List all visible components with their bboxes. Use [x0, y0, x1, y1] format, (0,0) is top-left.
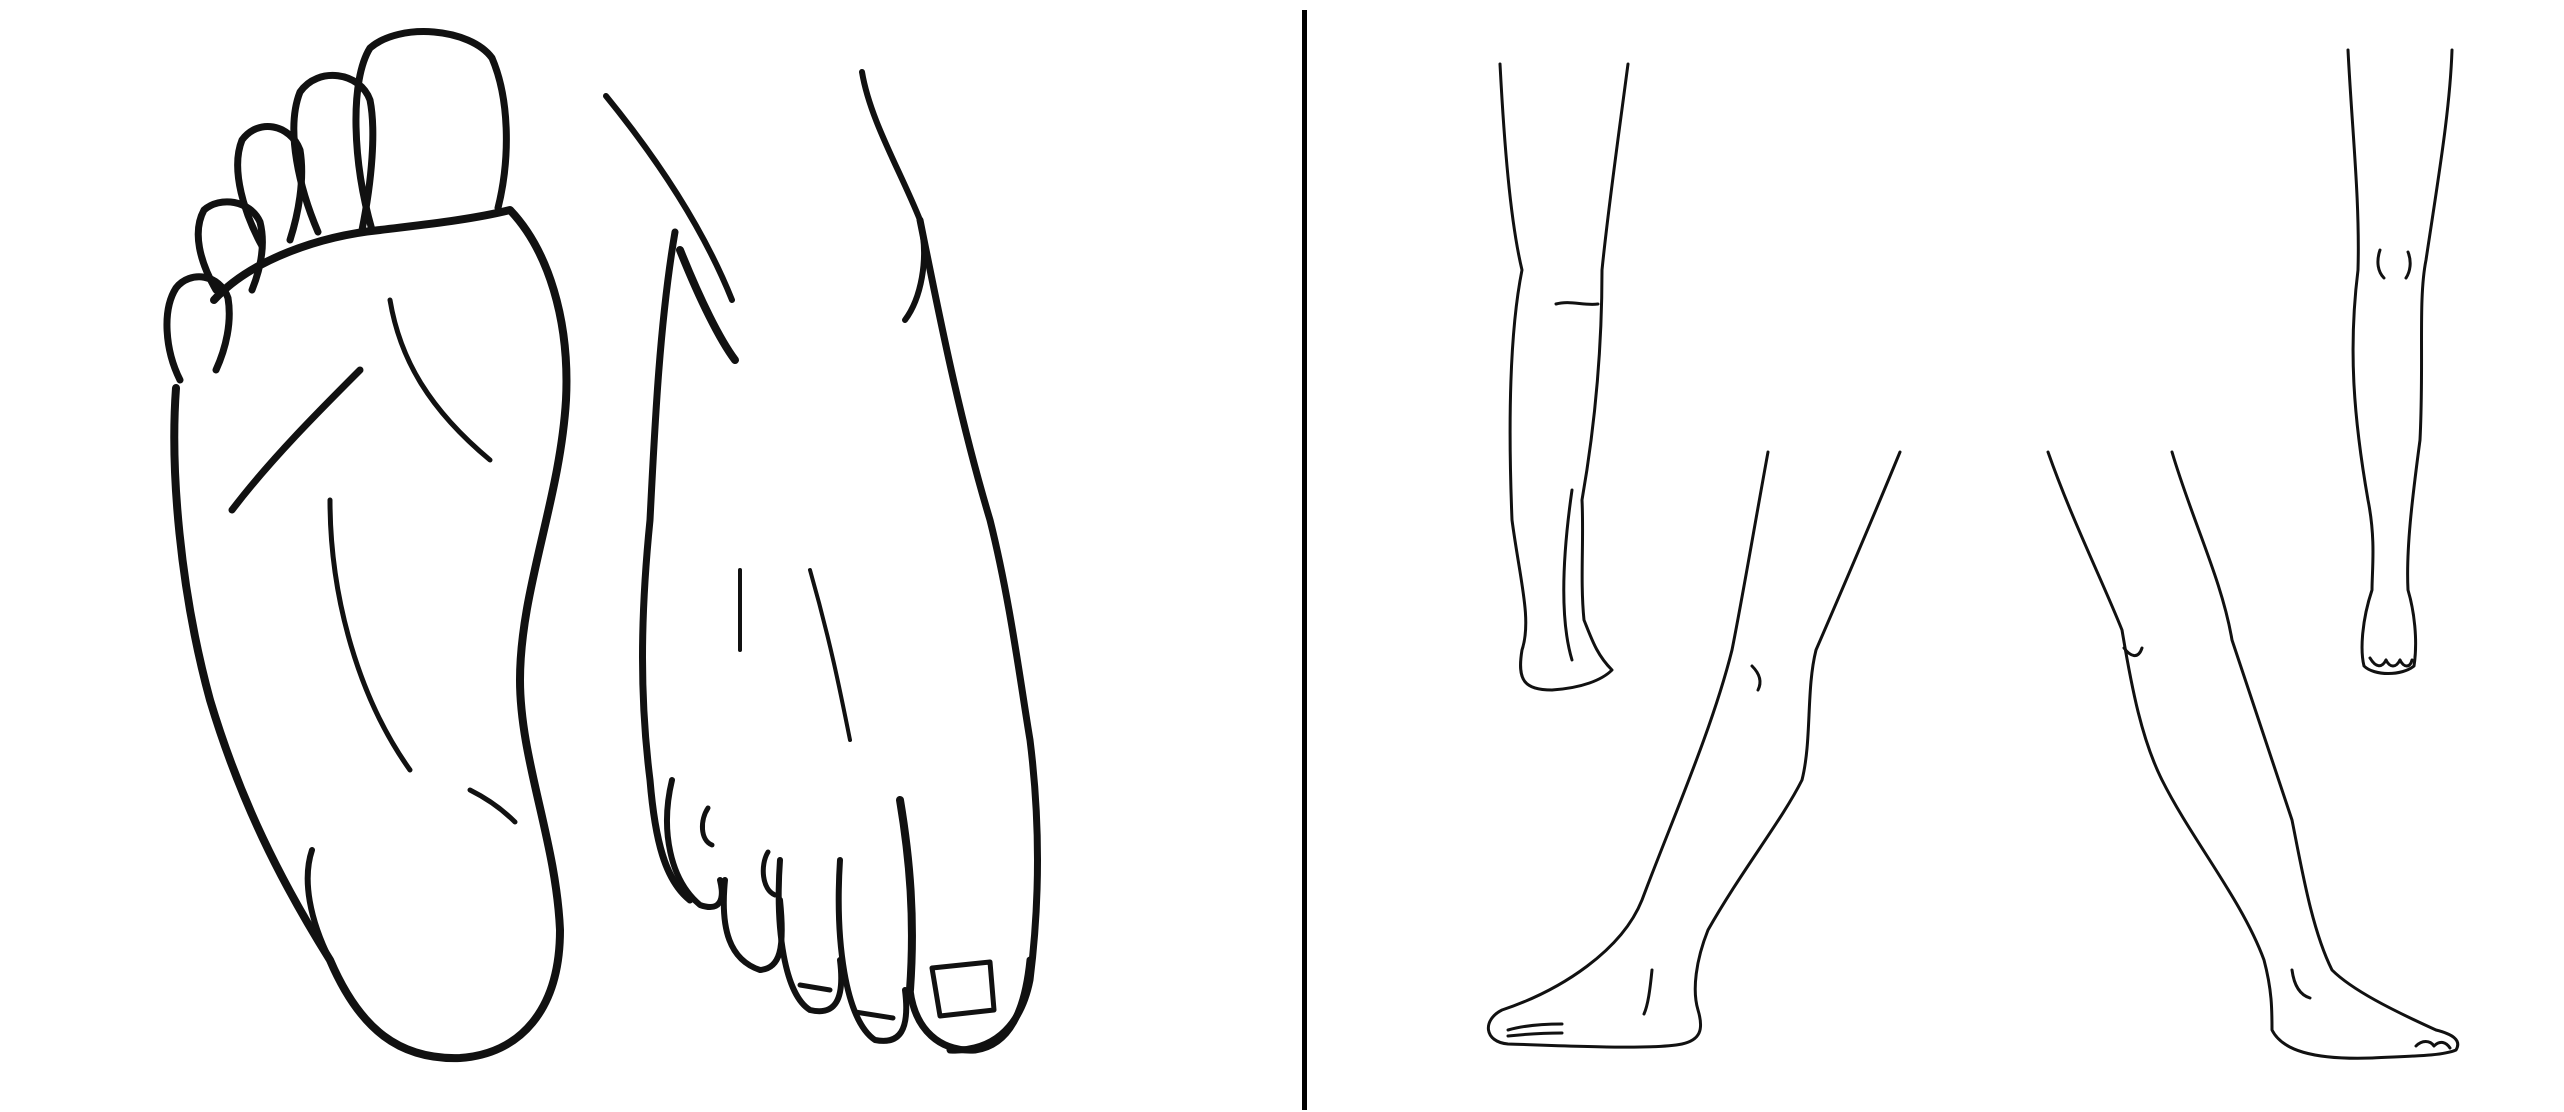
lower-leg-left-drawing	[1498, 62, 1630, 692]
legs-standing-drawing	[1486, 450, 2460, 1060]
foot-top-toe-2	[835, 857, 910, 1044]
foot-top-toe-small-nail	[700, 805, 715, 848]
foot-top-toe-2-sep	[896, 796, 916, 994]
lower-leg-left-knee-crease	[1554, 301, 1600, 306]
foot-top-big-toe	[906, 956, 1034, 1054]
standing-left-leg-knee	[1750, 664, 1762, 692]
little-toe-outline	[163, 273, 233, 384]
standing-right-leg-ankle	[2290, 968, 2312, 1000]
sole-crease-3	[327, 497, 413, 773]
standing-right-leg-outer	[2046, 450, 2460, 1060]
sole-crease-2	[387, 297, 493, 463]
lower-leg-right-drawing	[2346, 48, 2454, 675]
sole-crease-1	[228, 366, 364, 514]
left-panel	[163, 28, 1041, 1063]
lower-leg-left-tendon	[1562, 488, 1574, 662]
fourth-toe-outline	[194, 198, 266, 294]
foot-top-toe-2-nail	[852, 1009, 896, 1021]
standing-right-leg-knee	[2122, 646, 2144, 657]
lower-leg-right-knee-1	[2376, 248, 2386, 280]
lower-leg-right-toes	[2368, 656, 2414, 668]
heel-crease	[304, 847, 333, 963]
foot-top-toe-4-nail	[760, 849, 778, 898]
sole-outline	[170, 206, 571, 1063]
foot-top-left-edge	[639, 228, 694, 904]
foot-drawings	[163, 28, 1041, 1063]
panel-divider	[1302, 10, 1307, 1110]
big-toe-outline	[352, 28, 510, 234]
standing-right-leg-toes	[2414, 1040, 2452, 1050]
ankle-right-line	[859, 69, 928, 323]
sole-crease-4	[467, 787, 518, 825]
ankle-left-line	[603, 93, 735, 303]
standing-left-leg-toes	[1506, 1022, 1564, 1038]
leg-drawings	[1486, 48, 2460, 1060]
foot-top-tendon-2	[808, 568, 852, 742]
foot-sole-drawing	[163, 28, 571, 1063]
lower-leg-right-outer	[2346, 48, 2454, 675]
foot-top-toe-3	[775, 857, 845, 1015]
second-toe-outline	[290, 71, 377, 236]
ankle-left-line-2	[676, 246, 739, 364]
right-panel	[1312, 0, 2564, 1112]
foot-top-toe-3-nail	[797, 982, 833, 993]
lower-leg-left-outer	[1498, 62, 1630, 692]
foot-top-big-toe-nail	[929, 959, 997, 1019]
standing-left-leg-outer	[1486, 450, 1902, 1049]
standing-left-leg-ankle	[1642, 968, 1654, 1016]
third-toe-outline	[234, 123, 306, 250]
foot-top-right-edge	[916, 216, 1041, 1054]
foot-top-drawing	[603, 69, 1041, 1054]
lower-leg-right-knee-2	[2404, 250, 2412, 280]
